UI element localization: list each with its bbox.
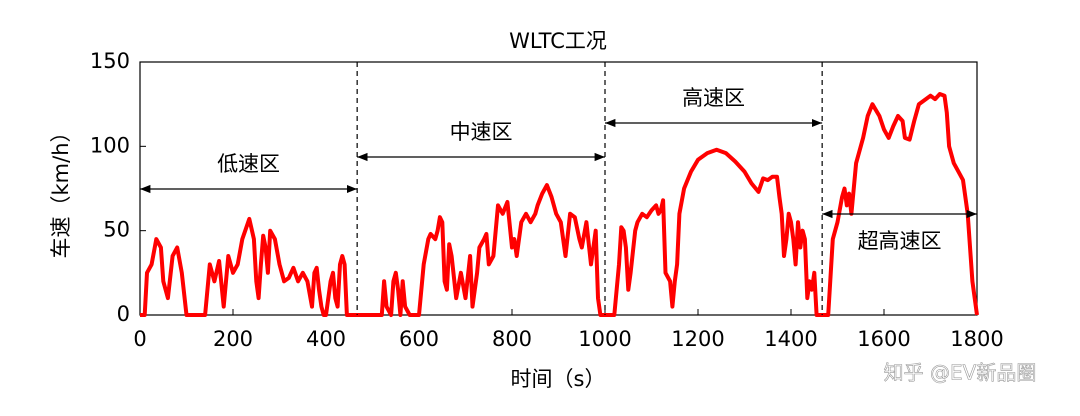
x-tick-label: 200: [213, 327, 253, 351]
y-tick-label: 0: [117, 302, 130, 326]
chart-title: WLTC工况: [509, 29, 607, 53]
phase-label: 中速区: [450, 120, 513, 144]
y-tick-label: 100: [90, 133, 130, 157]
x-axis-label: 时间（s）: [511, 367, 606, 391]
x-tick-label: 0: [133, 327, 146, 351]
data-line: [140, 92, 979, 317]
x-tick-label: 600: [399, 327, 439, 351]
y-axis-label: 车速（km/h）: [49, 121, 73, 258]
x-tick-label: 400: [306, 327, 346, 351]
phase-label: 低速区: [217, 152, 280, 176]
x-tick-label: 1800: [950, 327, 1003, 351]
x-tick-label: 800: [492, 327, 532, 351]
x-tick-label: 1400: [764, 327, 817, 351]
y-tick-label: 50: [103, 218, 130, 242]
phase-label: 超高速区: [858, 229, 942, 253]
y-tick-label: 150: [90, 49, 130, 73]
x-tick-label: 1200: [671, 327, 724, 351]
phase-label: 高速区: [682, 86, 745, 110]
x-tick-label: 1000: [578, 327, 631, 351]
x-tick-label: 1600: [857, 327, 910, 351]
watermark: 知乎 @EV新品圈: [884, 361, 1037, 385]
